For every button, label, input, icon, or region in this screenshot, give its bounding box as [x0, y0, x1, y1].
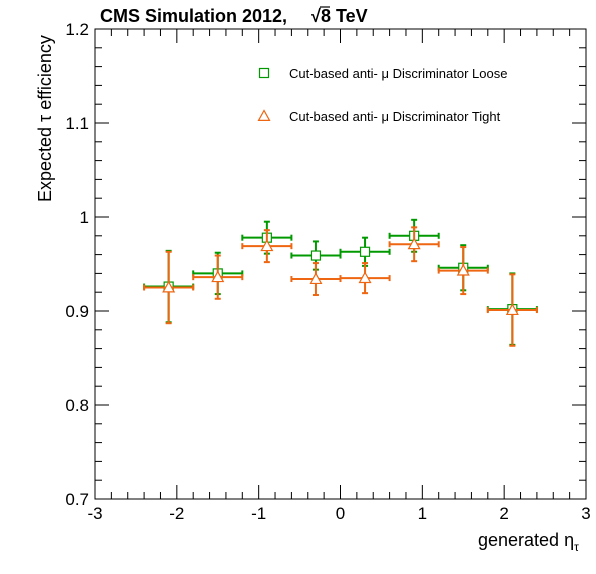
triangle-marker [456, 263, 470, 276]
data-point [339, 236, 391, 267]
square-marker [359, 246, 371, 257]
header-sqrt-symbol: √ [311, 6, 321, 26]
y-axis-title: Expected τ efficiency [35, 35, 55, 202]
data-point [290, 262, 342, 297]
header-title-text: CMS Simulation 2012, [100, 6, 287, 26]
y-tick-label: 0.8 [65, 396, 89, 415]
x-tick-label: -1 [251, 504, 266, 523]
triangle-marker [358, 271, 372, 284]
data-point [437, 246, 489, 296]
y-tick-label: 1.1 [65, 114, 89, 133]
triangle-marker [162, 280, 176, 293]
data-point [339, 262, 391, 295]
triangle-marker [260, 239, 274, 252]
y-axis-title-prefix: Expected [35, 122, 55, 202]
triangle-marker [211, 270, 225, 283]
triangle-marker [505, 303, 519, 316]
legend-square-marker [258, 67, 270, 79]
legend-label: Cut-based anti- μ Discriminator Loose [289, 66, 507, 81]
chart-header-title: CMS Simulation 2012, [100, 6, 287, 26]
x-axis-title-sub: τ [574, 540, 579, 554]
x-tick-label: 3 [581, 504, 590, 523]
triangle-marker [309, 272, 323, 285]
x-tick-label: -2 [169, 504, 184, 523]
series-loose [143, 218, 538, 346]
legend-triangle-marker [257, 109, 271, 122]
x-axis-title-main: generated η [478, 530, 574, 550]
legend-entry: Cut-based anti- μ Discriminator Tight [257, 109, 501, 124]
data-point [241, 229, 293, 264]
x-axis-title: generated ητ [478, 530, 579, 554]
y-tick-label: 0.9 [65, 302, 89, 321]
legend-label: Cut-based anti- μ Discriminator Tight [289, 109, 501, 124]
series-tight [143, 226, 538, 347]
axis-ticks: -3 -2 -1 0 1 2 3 0.7 0.8 0.9 1 1.1 1.2 [65, 20, 590, 523]
data-point [388, 226, 440, 263]
legend-entry: Cut-based anti- μ Discriminator Loose [258, 66, 507, 81]
x-tick-label: 1 [418, 504, 427, 523]
data-point [143, 250, 195, 325]
data-series [143, 218, 538, 347]
x-tick-label: 0 [336, 504, 345, 523]
x-tick-label: 2 [499, 504, 508, 523]
legend: Cut-based anti- μ Discriminator Loose Cut… [257, 66, 507, 124]
data-point [192, 254, 244, 300]
triangle-marker [407, 237, 421, 250]
header-energy: 8 TeV [321, 6, 368, 26]
y-axis-title-symbol: τ [35, 115, 55, 122]
y-axis-title-suffix: efficiency [35, 35, 55, 115]
y-tick-label: 1 [80, 208, 89, 227]
y-tick-label: 1.2 [65, 20, 89, 39]
square-marker [310, 250, 322, 261]
y-tick-label: 0.7 [65, 490, 89, 509]
data-point [486, 273, 538, 347]
x-tick-label: -3 [87, 504, 102, 523]
